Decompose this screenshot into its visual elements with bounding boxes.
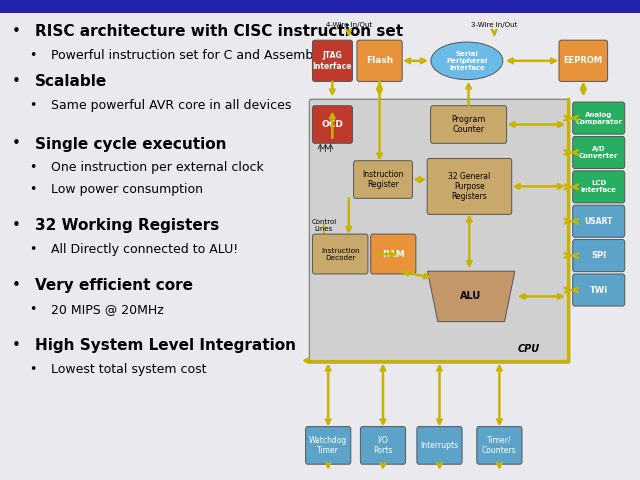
FancyBboxPatch shape — [427, 158, 512, 215]
Text: All Directly connected to ALU!: All Directly connected to ALU! — [51, 243, 239, 256]
FancyBboxPatch shape — [357, 40, 402, 82]
Text: ALU: ALU — [460, 291, 482, 301]
Text: I/O
Ports: I/O Ports — [373, 436, 393, 455]
Text: 20 MIPS @ 20MHz: 20 MIPS @ 20MHz — [51, 303, 164, 316]
Text: Analog
Comparator: Analog Comparator — [575, 112, 622, 125]
Text: •: • — [12, 74, 20, 89]
Text: High System Level Integration: High System Level Integration — [35, 338, 296, 353]
Text: •: • — [12, 136, 20, 152]
Text: JTAG
Interface: JTAG Interface — [313, 51, 352, 71]
Text: •: • — [29, 48, 36, 62]
Text: Lowest total system cost: Lowest total system cost — [51, 363, 207, 376]
FancyBboxPatch shape — [306, 427, 351, 464]
Bar — [0, 0, 640, 13]
Text: •: • — [12, 338, 20, 353]
Text: RAM: RAM — [382, 250, 404, 259]
Text: LCD
Interface: LCD Interface — [580, 180, 617, 193]
Text: USART: USART — [584, 217, 613, 226]
Text: OCD: OCD — [321, 120, 344, 129]
Text: Same powerful AVR core in all devices: Same powerful AVR core in all devices — [51, 99, 292, 112]
Text: Instruction
Decoder: Instruction Decoder — [321, 248, 360, 261]
Text: •: • — [29, 183, 36, 196]
FancyBboxPatch shape — [360, 427, 406, 464]
FancyBboxPatch shape — [312, 40, 353, 82]
FancyBboxPatch shape — [573, 136, 625, 168]
Text: •: • — [29, 363, 36, 376]
Text: Watchdog
Timer: Watchdog Timer — [309, 436, 348, 455]
Text: Powerful instruction set for C and Assembly: Powerful instruction set for C and Assem… — [51, 48, 324, 62]
Text: Serial
Peripheral
Interface: Serial Peripheral Interface — [446, 51, 488, 71]
Text: Low power consumption: Low power consumption — [51, 183, 204, 196]
FancyBboxPatch shape — [312, 106, 353, 144]
FancyBboxPatch shape — [573, 102, 625, 134]
FancyBboxPatch shape — [312, 234, 368, 274]
FancyBboxPatch shape — [573, 274, 625, 306]
FancyBboxPatch shape — [353, 161, 412, 198]
Ellipse shape — [431, 42, 503, 80]
FancyBboxPatch shape — [573, 171, 625, 203]
Text: RISC architecture with CISC instruction set: RISC architecture with CISC instruction … — [35, 24, 403, 39]
FancyBboxPatch shape — [309, 99, 570, 363]
Text: 32 General
Purpose
Registers: 32 General Purpose Registers — [449, 171, 491, 201]
Text: CPU: CPU — [518, 344, 540, 354]
Text: •: • — [12, 278, 20, 293]
Text: Scalable: Scalable — [35, 74, 108, 89]
Text: •: • — [12, 218, 20, 233]
FancyBboxPatch shape — [477, 427, 522, 464]
Text: EEPROM: EEPROM — [564, 56, 603, 65]
Text: •: • — [29, 161, 36, 175]
Polygon shape — [428, 271, 515, 322]
Text: 4-Wire In/Out: 4-Wire In/Out — [326, 22, 372, 28]
FancyBboxPatch shape — [417, 427, 462, 464]
Text: Single cycle execution: Single cycle execution — [35, 136, 227, 152]
FancyBboxPatch shape — [573, 240, 625, 272]
Text: Instruction
Register: Instruction Register — [362, 170, 404, 189]
Text: One instruction per external clock: One instruction per external clock — [51, 161, 264, 175]
Text: 32 Working Registers: 32 Working Registers — [35, 218, 220, 233]
Text: •: • — [29, 303, 36, 316]
FancyBboxPatch shape — [371, 234, 416, 274]
Text: Very efficient core: Very efficient core — [35, 278, 193, 293]
Text: •: • — [29, 243, 36, 256]
Text: Interrupts: Interrupts — [420, 441, 458, 450]
Text: SPI: SPI — [591, 251, 606, 260]
Text: Flash: Flash — [366, 56, 393, 65]
Text: A/D
Converter: A/D Converter — [579, 146, 618, 159]
FancyBboxPatch shape — [431, 106, 507, 144]
FancyBboxPatch shape — [573, 205, 625, 237]
Text: TWI: TWI — [589, 286, 608, 295]
Text: •: • — [12, 24, 20, 39]
FancyBboxPatch shape — [559, 40, 607, 82]
Text: Program
Counter: Program Counter — [451, 115, 486, 134]
Text: •: • — [29, 99, 36, 112]
Text: 3-Wire In/Out: 3-Wire In/Out — [471, 22, 517, 28]
Text: Control
Lines: Control Lines — [311, 219, 337, 232]
Text: Timer/
Counters: Timer/ Counters — [482, 436, 516, 455]
